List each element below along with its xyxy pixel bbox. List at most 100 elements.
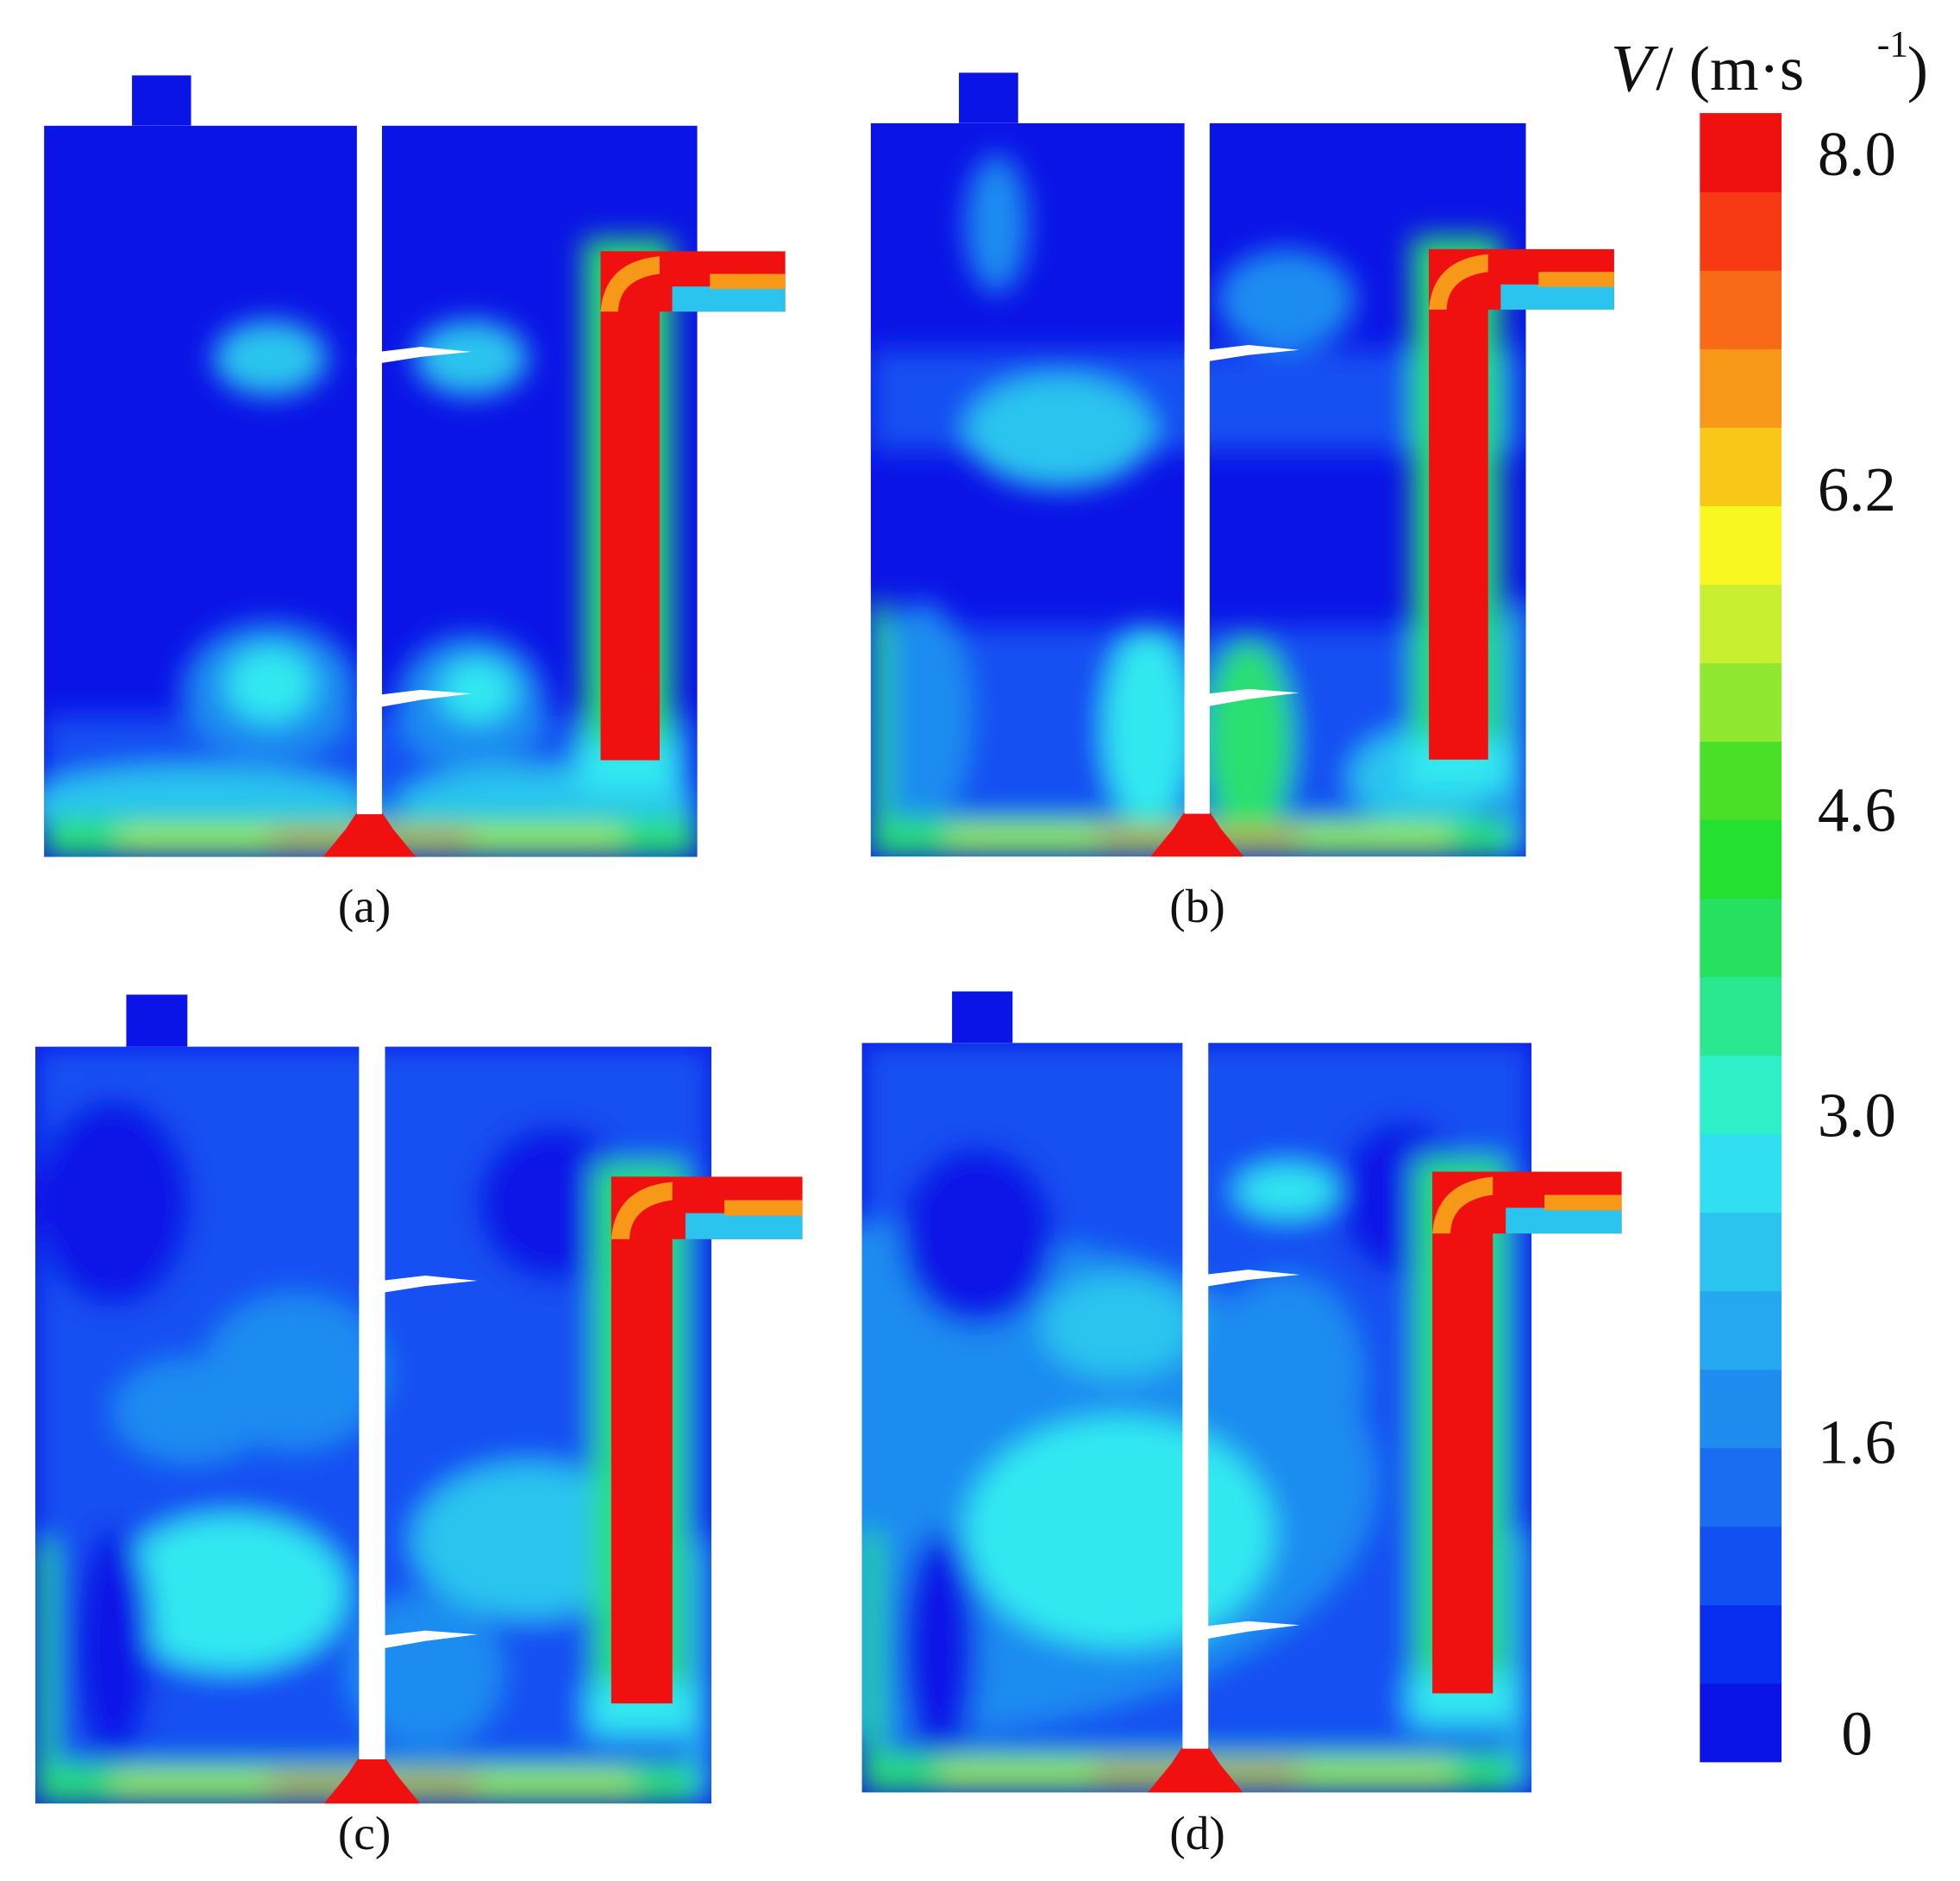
colorbar-unit-exponent: -1	[1877, 23, 1908, 65]
colorbar-band	[1700, 348, 1782, 428]
pipe-bend	[1429, 254, 1488, 310]
colorbar-symbol: V	[1611, 31, 1659, 106]
colorbar-tick-label: 0	[1841, 1699, 1872, 1769]
wall-jet	[1508, 602, 1526, 855]
pipe-bend	[1432, 1176, 1493, 1234]
colorbar-tick-label: 6.2	[1818, 455, 1896, 524]
blade	[1184, 688, 1299, 711]
colorbar-band	[1700, 741, 1782, 821]
colorbar-tick-label: 3.0	[1818, 1081, 1896, 1151]
panel-label: (d)	[1169, 1807, 1225, 1859]
contour-panel	[44, 75, 786, 857]
velocity-zone	[440, 659, 516, 723]
colorbar-band	[1700, 427, 1782, 506]
velocity-zone	[1204, 639, 1293, 842]
colorbar-band	[1700, 1212, 1782, 1292]
wall-jet	[34, 1540, 54, 1802]
velocity-zone	[965, 1416, 1274, 1649]
colorbar-tick-label: 8.0	[1818, 119, 1896, 189]
velocity-zone	[1209, 1275, 1364, 1481]
colorbar-band	[1700, 1526, 1782, 1606]
velocity-zone	[113, 1358, 270, 1464]
impeller-jet	[322, 810, 416, 857]
velocity-zone	[414, 320, 529, 396]
blade	[356, 689, 472, 712]
pipe-bend	[611, 1182, 673, 1239]
colorbar-band	[1700, 505, 1782, 585]
shaft	[359, 1044, 385, 1759]
shaft	[356, 122, 383, 815]
velocity-zone	[113, 1514, 348, 1671]
nozzle	[952, 991, 1013, 1044]
colorbar-tick-label: 4.6	[1818, 775, 1896, 845]
nozzle	[126, 994, 188, 1047]
impeller-jet	[323, 1755, 421, 1804]
contour-panel	[861, 991, 1622, 1793]
nozzle	[959, 72, 1018, 123]
colorbar-band	[1700, 976, 1782, 1056]
colorbar-band	[1700, 1290, 1782, 1370]
velocity-zone	[74, 1527, 153, 1762]
colorbar-band	[1700, 1604, 1782, 1684]
shaft	[1184, 120, 1210, 814]
outlet-pipe	[1429, 248, 1488, 760]
blade	[356, 347, 472, 367]
colorbar-band	[1700, 113, 1782, 192]
pipe-tail	[724, 1200, 803, 1216]
wall-jet	[861, 1532, 880, 1790]
colorbar-band	[1700, 1369, 1782, 1449]
colorbar-band	[1700, 191, 1782, 271]
colorbar: 8.0 6.2 4.6 3.0 1.6 0	[1700, 113, 1896, 1769]
contour-panel	[870, 72, 1614, 857]
wall-jet	[870, 602, 889, 855]
pipe-tail	[710, 273, 786, 290]
velocity-zone	[347, 1592, 504, 1749]
colorbar-band	[1700, 898, 1782, 978]
velocity-zone	[1235, 1165, 1339, 1217]
pipe-tail	[685, 1213, 803, 1239]
panel-label: (a)	[338, 880, 391, 932]
velocity-zone	[965, 154, 1029, 294]
shaft	[1182, 1040, 1209, 1749]
nozzle	[132, 75, 191, 126]
pipe-tail	[1500, 284, 1614, 310]
colorbar-band	[1700, 270, 1782, 349]
outlet-pipe	[611, 1176, 673, 1704]
colorbar-band	[1700, 819, 1782, 900]
blade	[1182, 1270, 1300, 1290]
velocity-zone	[870, 602, 972, 830]
colorbar-band	[1700, 662, 1782, 743]
velocity-zone	[213, 320, 327, 396]
velocity-zone	[1042, 1275, 1197, 1378]
velocity-zone	[34, 1098, 191, 1307]
outlet-pipe	[600, 251, 660, 761]
blade	[1182, 1621, 1300, 1644]
pipe-tail	[672, 286, 786, 312]
contour-panel	[34, 994, 803, 1804]
velocity-zone	[1217, 248, 1356, 350]
blade	[359, 1276, 478, 1297]
colorbar-unit: )	[1907, 34, 1928, 103]
wall-jet	[692, 1540, 712, 1802]
wall-jet	[1513, 1532, 1532, 1790]
pipe-tail	[1538, 272, 1614, 287]
panel-label: (b)	[1169, 880, 1225, 932]
velocity-zone	[1104, 627, 1193, 830]
velocity-zone	[412, 1463, 647, 1620]
velocity-zone	[477, 1125, 634, 1282]
blade	[359, 1630, 478, 1653]
velocity-zone	[965, 375, 1155, 489]
impeller-jet	[1150, 810, 1244, 857]
panel-label: (c)	[338, 1807, 391, 1859]
velocity-zone	[226, 647, 315, 723]
impeller-jet	[1148, 1745, 1243, 1793]
colorbar-band	[1700, 1055, 1782, 1135]
colorbar-tick-label: 1.6	[1818, 1408, 1896, 1477]
velocity-zone	[900, 1145, 1055, 1326]
colorbar-band	[1700, 1447, 1782, 1527]
pipe-tail	[1544, 1194, 1622, 1211]
velocity-zone	[900, 1532, 978, 1765]
pipe-tail	[1506, 1207, 1622, 1234]
outlet-pipe	[1432, 1171, 1493, 1694]
